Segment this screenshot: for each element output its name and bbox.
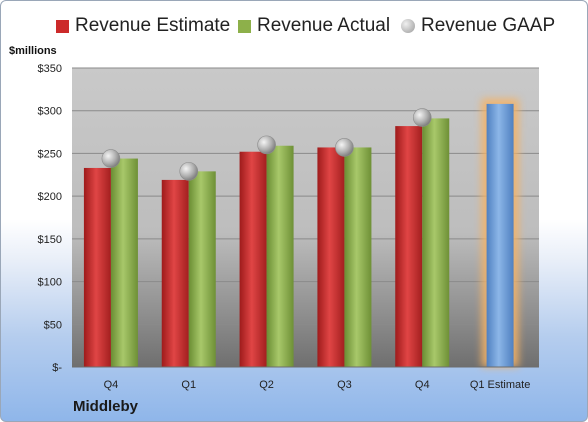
legend-label: Revenue Estimate (75, 15, 231, 36)
bar-revenue-estimate (395, 126, 423, 367)
y-tick-label: $350 (38, 63, 62, 75)
marker-revenue-gaap (335, 138, 354, 157)
bar-revenue-actual (188, 171, 216, 367)
marker-revenue-gaap (179, 162, 199, 181)
y-axis-label: $millions (9, 45, 57, 57)
company-name: Middleby (73, 398, 139, 415)
plot-background (72, 68, 539, 367)
marker-revenue-gaap (257, 135, 276, 155)
y-tick-label: $200 (38, 191, 62, 203)
x-tick-label: Q1 (181, 379, 196, 391)
x-tick-label: Q4 (104, 379, 119, 391)
y-tick-label: $50 (44, 319, 62, 331)
legend-label: Revenue GAAP (421, 15, 556, 36)
x-tick-label: Q3 (337, 379, 352, 391)
bar-revenue-estimate (317, 147, 345, 367)
bar-revenue-estimate (161, 179, 189, 367)
bar-revenue-actual (344, 147, 372, 367)
y-tick-label: $250 (38, 148, 62, 160)
y-tick-label: $300 (38, 106, 62, 118)
legend-item-revenue-estimate: Revenue Estimate (56, 15, 230, 37)
y-tick-label: $- (52, 362, 62, 374)
legend-label: Revenue Actual (257, 15, 391, 36)
bar-revenue-actual (110, 158, 138, 367)
bar-revenue-estimate (83, 167, 111, 367)
legend-item-revenue-gaap: Revenue GAAP (401, 15, 555, 37)
marker-revenue-gaap (101, 149, 121, 168)
y-tick-label: $150 (38, 234, 62, 246)
bar-revenue-estimate (239, 151, 267, 367)
legend: Revenue Estimate Revenue Actual Revenue … (1, 15, 587, 45)
x-tick-label: Q4 (415, 379, 430, 391)
bar-revenue-actual (422, 118, 450, 367)
marker-revenue-gaap (412, 108, 432, 127)
y-tick-label: $100 (38, 277, 62, 289)
legend-item-revenue-actual: Revenue Actual (238, 15, 390, 37)
x-tick-label: Q1 Estimate (470, 379, 531, 391)
bar-revenue-actual (266, 145, 294, 367)
bar-revenue-estimate-future (486, 103, 514, 367)
legend-swatch-green-icon (238, 19, 251, 33)
x-tick-label: Q2 (259, 379, 274, 391)
legend-swatch-red-icon (56, 19, 69, 33)
legend-marker-gray-icon (401, 19, 415, 33)
